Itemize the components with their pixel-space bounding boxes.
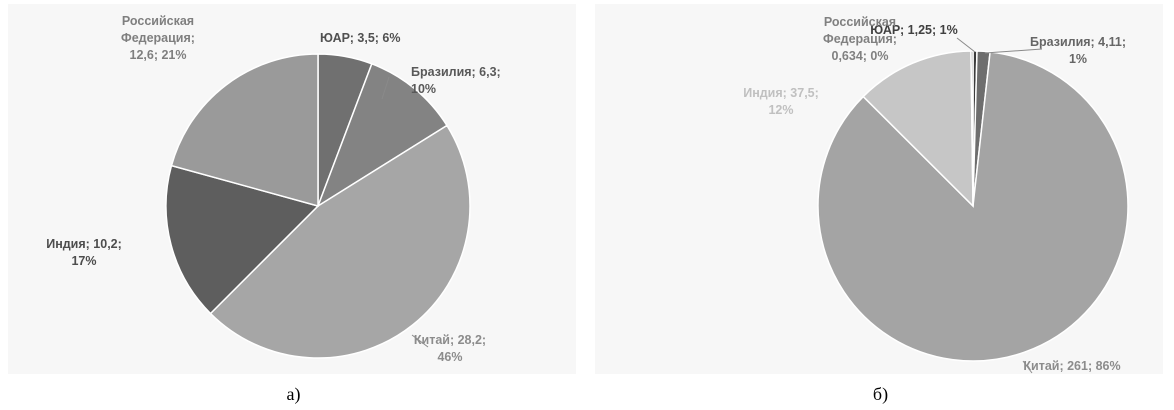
- data-label-1: ЮАР; 3,5; 6%: [320, 31, 401, 45]
- data-label-line: 0,634; 0%: [832, 49, 889, 63]
- data-label-line: Китай; 261; 86%: [1023, 359, 1120, 373]
- data-label-line: ЮАР; 3,5; 6%: [320, 31, 401, 45]
- chart-panel-a: ЮАР; 3,5; 6% Бразилия; 6,3; 10% Китай; 28,2…: [8, 4, 576, 404]
- data-label-5: Российская Федерация; 0,634; 0%: [823, 15, 897, 63]
- pie-slices: [817, 50, 1129, 362]
- leader-line-3: [411, 334, 429, 348]
- data-label-line: Китай; 28,2;: [414, 333, 486, 347]
- data-label-2: Бразилия; 6,3; 10%: [411, 65, 501, 96]
- data-label-line: ЮАР; 1,25; 1%: [870, 23, 957, 37]
- panel-caption-a: а): [286, 384, 301, 404]
- data-label-1: ЮАР; 1,25; 1%: [870, 23, 957, 37]
- data-label-2: Бразилия; 4,11; 1%: [1030, 35, 1126, 66]
- pie-slice-3: [209, 124, 471, 359]
- data-label-line: Российская: [122, 14, 194, 28]
- data-label-line: Российская: [824, 15, 896, 29]
- data-label-line: Индия; 10,2;: [46, 237, 122, 251]
- pie-slice-2: [316, 62, 448, 208]
- pie-slice-4: [165, 164, 320, 315]
- chart-area-a: ЮАР; 3,5; 6% Бразилия; 6,3; 10% Китай; 28,2…: [8, 4, 576, 374]
- data-label-line: Федерация;: [823, 32, 897, 46]
- pie-chart-a: ЮАР; 3,5; 6% Бразилия; 6,3; 10% Китай; 28,2…: [46, 14, 501, 364]
- chart-area-b: ЮАР; 1,25; 1% Бразилия; 4,11; 1% Китай; 261…: [595, 4, 1163, 374]
- pie-slice-4: [862, 50, 974, 208]
- data-label-line: 12%: [768, 103, 793, 117]
- data-label-line: 1%: [1069, 52, 1087, 66]
- data-label-line: 10%: [411, 82, 436, 96]
- leader-line-3: [1022, 360, 1033, 374]
- pie-slice-5: [170, 53, 319, 207]
- pie-slices: [165, 53, 471, 359]
- chart-panel-b: ЮАР; 1,25; 1% Бразилия; 4,11; 1% Китай; 261…: [587, 0, 1174, 410]
- data-label-4: Индия; 10,2; 17%: [46, 237, 122, 268]
- data-label-3: Китай; 28,2; 46%: [414, 333, 486, 364]
- data-label-line: 12,6; 21%: [130, 48, 187, 62]
- leader-line-1: [956, 37, 976, 53]
- data-label-line: 46%: [437, 350, 462, 364]
- leader-line-2: [381, 76, 390, 100]
- data-label-line: 17%: [71, 254, 96, 268]
- data-label-line: Бразилия; 6,3;: [411, 65, 501, 79]
- data-label-4: Индия; 37,5; 12%: [743, 86, 819, 117]
- leader-line-2: [984, 48, 1043, 54]
- data-label-line: Федерация;: [121, 31, 195, 45]
- data-label-line: Индия; 37,5;: [743, 86, 819, 100]
- data-label-line: Бразилия; 4,11;: [1030, 35, 1126, 49]
- panel-caption-b: б): [872, 384, 889, 404]
- pie-chart-b: ЮАР; 1,25; 1% Бразилия; 4,11; 1% Китай; 261…: [743, 15, 1129, 374]
- data-label-5: Российская Федерация; 12,6; 21%: [121, 14, 195, 62]
- data-label-3: Китай; 261; 86%: [1023, 359, 1120, 373]
